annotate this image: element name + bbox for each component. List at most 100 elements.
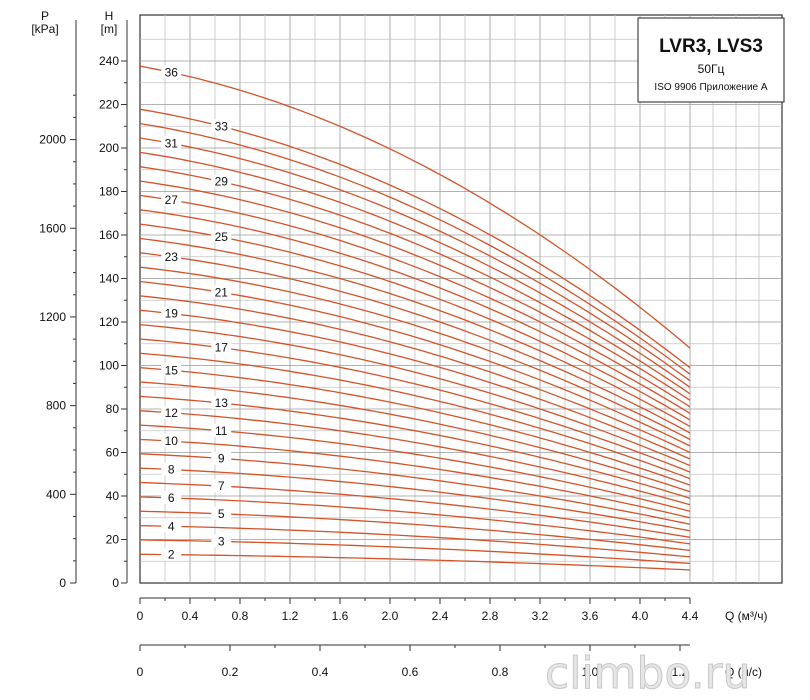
h-tick-label: 60 [106,446,120,460]
curve-label: 2 [168,548,175,562]
curve-label-bg [161,306,182,320]
curve-label-bg [161,136,182,150]
curve-label: 15 [165,363,179,377]
curve-label-bg [211,230,232,244]
curve-label-bg [211,451,232,465]
curve-line [139,137,691,382]
curve-label: 6 [168,491,175,505]
curve-line [139,395,691,499]
curve-label: 9 [218,451,225,465]
p-tick-label: 0 [59,576,66,590]
h-tick-label: 80 [106,402,120,416]
curve-line [139,467,691,532]
curve-line [139,266,691,441]
h-tick-label: 240 [99,54,119,68]
curve-label-bg [161,363,182,377]
q-axis-title: Q (м³/ч) [725,609,768,623]
q-tick-label: 4.0 [632,609,649,623]
q2-tick-label: 0 [137,665,144,679]
q-tick-label: 0 [137,609,144,623]
p-tick-label: 1600 [39,221,66,235]
curve-label: 31 [165,136,179,150]
q-tick-label: 3.6 [582,609,599,623]
curve-label: 8 [168,463,175,477]
h-tick-label: 40 [106,489,120,503]
curve-line [139,338,691,473]
p-tick-label: 400 [46,487,66,501]
curve-label-bg [211,285,232,299]
curve-label: 3 [218,534,225,548]
curve-line [139,237,691,427]
q-tick-label: 2.0 [382,609,399,623]
curve-label-bg [161,462,182,476]
curve-line [139,166,691,395]
curve-label: 5 [218,507,225,521]
curve-line [139,539,691,565]
curve-label: 25 [215,230,229,244]
curve-line [139,410,691,506]
curve-label: 27 [165,193,179,207]
curve-line [139,524,691,558]
h-tick-label: 120 [99,315,119,329]
curve-line [139,424,691,512]
q-tick-label: 1.2 [282,609,299,623]
curve-label: 36 [165,65,179,79]
curve-label-bg [211,396,232,410]
h-tick-label: 140 [99,272,119,286]
q2-tick-label: 0.2 [222,665,239,679]
p-axis-title: P [kPa] [31,9,58,36]
chart-title: LVR3, LVS3 [659,36,763,57]
curve-label-bg [211,423,232,437]
curve-label-bg [161,490,182,504]
curve-line [139,280,691,447]
q2-axis-title: Q (л/с) [725,665,762,679]
q-tick-label: 0.4 [182,609,199,623]
h-tick-label: 20 [106,533,120,547]
curve-label: 4 [168,519,175,533]
curve-line [139,252,691,434]
curve-line [139,122,691,375]
curve-label: 23 [165,250,179,264]
h-tick-label: 0 [112,576,119,590]
chart-subtitle: 50Гц [698,62,725,76]
q-tick-label: 3.2 [532,609,549,623]
q-tick-label: 0.8 [232,609,249,623]
curve-line [139,223,691,421]
curve-label: 29 [215,175,229,189]
h-tick-label: 100 [99,359,119,373]
axes: 0204060801001201401601802002202400400800… [31,9,767,679]
q2-tick-label: 0.4 [312,665,329,679]
curve-line [139,180,691,401]
curve-label-bg [161,249,182,263]
curve-label: 21 [215,285,229,299]
curve-label: 19 [165,307,179,321]
curve-label: 13 [215,396,229,410]
curve-line [139,367,691,486]
chart-note: ISO 9906 Приложение A [654,82,767,93]
curve-line [139,352,691,480]
curve-line [139,496,691,545]
curve-label-bg [211,119,232,133]
q-tick-label: 2.8 [482,609,499,623]
curve-line [139,553,691,571]
curve-label-bg [161,65,182,79]
curve-line [139,309,691,460]
curve-line [139,453,691,525]
p-tick-label: 2000 [39,133,66,147]
curve-line [139,295,691,454]
p-tick-label: 800 [46,399,66,413]
watermark: climbo.ru [545,648,751,699]
curve-line [139,151,691,388]
curve-line [139,510,691,552]
curve-label: 10 [165,434,179,448]
q2-tick-label: 0.8 [492,665,509,679]
curve-label-bg [161,547,182,561]
curve-label-bg [211,479,232,493]
curve-label: 7 [218,479,225,493]
curve-line [139,323,691,467]
curve-label-bg [161,193,182,207]
curve-line [139,381,691,493]
plot-frame [139,14,783,584]
